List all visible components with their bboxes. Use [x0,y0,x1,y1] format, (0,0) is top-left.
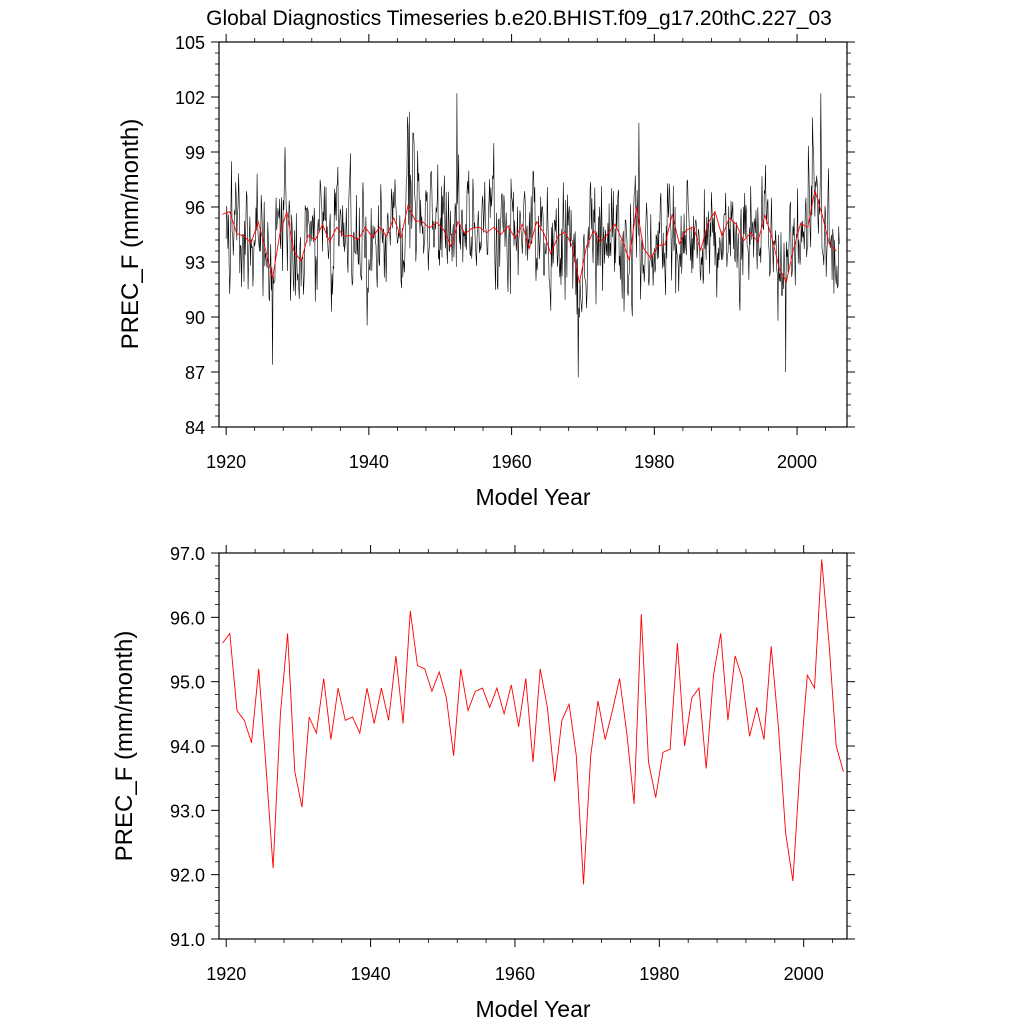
x-tick-label: 1920 [206,964,246,984]
annual-mean-line [222,559,844,885]
y-axis-label: PREC_F (mm/month) [117,119,144,350]
x-tick-label: 2000 [777,452,817,472]
x-tick-label: 1960 [495,964,535,984]
y-tick-label: 96 [185,198,205,218]
y-tick-label: 94.0 [170,737,205,757]
x-tick-label: 1940 [351,964,391,984]
monthly-series-line [225,93,840,378]
y-tick-label: 87 [185,363,205,383]
y-tick-label: 105 [175,33,205,53]
y-tick-label: 102 [175,88,205,108]
x-tick-label: 1940 [349,452,389,472]
y-tick-label: 90 [185,308,205,328]
x-tick-label: 1980 [634,452,674,472]
plot-bottom: 91.0 92.0 93.0 94.0 95.0 96.0 97.0 1920 1940 1960… [111,544,855,1022]
x-axis-label: Model Year [475,484,590,510]
x-tick-label: 2000 [784,964,824,984]
y-tick-label: 95.0 [170,673,205,693]
plot-frame [218,41,848,428]
y-tick-label: 99 [185,143,205,163]
y-tick-label: 93.0 [170,801,205,821]
x-tick-label: 1980 [639,964,679,984]
x-axis-label: Model Year [475,996,590,1022]
y-tick-label: 97.0 [170,544,205,564]
y-tick-label: 91.0 [170,930,205,950]
x-tick-label: 1920 [206,452,246,472]
x-tick-label: 1960 [492,452,532,472]
page-title: Global Diagnostics Timeseries b.e20.BHIS… [206,7,832,30]
y-axis-label: PREC_F (mm/month) [111,631,138,862]
y-tick-label: 92.0 [170,866,205,886]
plot-top: 84 87 90 93 96 99 102 105 1920 1940 1960 1980 2000 Mo… [117,33,855,510]
y-tick-label: 84 [185,418,205,438]
y-tick-label: 96.0 [170,608,205,628]
plot-frame [218,552,848,940]
y-tick-label: 93 [185,253,205,273]
annual-mean-line [222,190,837,284]
